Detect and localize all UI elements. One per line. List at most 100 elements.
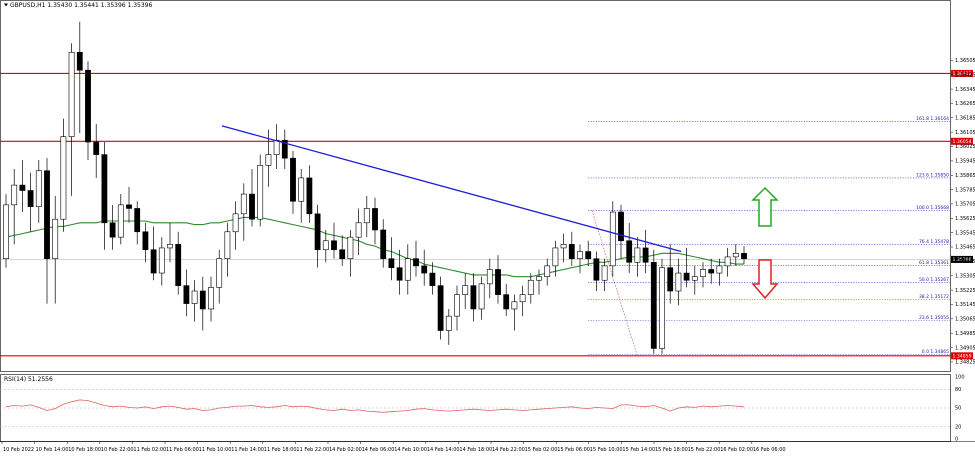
bull-candle-body [609,211,616,267]
candle [495,255,501,304]
bear-candle-body [429,272,436,286]
bull-candle-body [536,276,542,281]
candle [544,258,551,286]
time-tick-label: 15 Feb 10:00 [590,447,623,453]
bull-candle-body [552,247,559,267]
time-tick-label: 15 Feb 02:00 [525,447,558,453]
bear-candle-body [150,249,157,274]
time-tick-label: 16 Feb 02:00 [720,447,753,453]
candle [11,168,18,245]
fib-level-label: 61.8 1.35361 [919,260,949,266]
time-tick-label: 14 Feb 14:00 [427,447,460,453]
bear-candle-body [306,177,313,215]
bull-candle-body [716,265,723,274]
bear-candle-body [413,258,419,267]
bull-candle-body [240,193,247,215]
bull-candle-body [52,218,59,260]
bull-candle-body [257,165,264,220]
signal-arrows [751,186,779,300]
candle [519,285,526,317]
bull-candle-body [208,287,214,310]
bear-candle-body [249,193,255,220]
candle [372,197,378,245]
bear-candle-body [339,249,346,260]
bull-candle-body [298,177,305,202]
candle [216,249,223,304]
candle [437,276,444,340]
bull-candle-body [675,272,682,292]
bear-candle-body [593,258,600,281]
bear-candle-body [396,267,403,281]
bull-candle-body [158,247,165,274]
candle [470,273,477,322]
candle [404,244,411,295]
bear-candle-body [421,265,428,274]
bear-candle-body [76,51,83,71]
bull-candle-body [35,170,42,207]
candle [732,244,739,266]
price-tick-label: 1.36025 [955,144,975,150]
candle [208,276,214,322]
time-tick-label: 11 Feb 02:00 [133,447,166,453]
fib-level-label: 123.6 1.35850 [916,172,949,178]
bear-candle-body [683,272,690,281]
time-tick-label: 16 Feb 06:00 [753,447,786,453]
bear-candle-body [642,247,649,263]
candle [601,258,608,292]
candle [150,226,157,281]
price-tick-label: 1.36505 [955,58,975,64]
candle [511,294,518,331]
current-price-label: 1.35396 [953,257,972,263]
bear-candle-body [618,211,624,242]
bull-candle-body [527,279,534,295]
up-arrow-icon [751,186,779,227]
bear-candle-body [175,244,182,286]
fib-level-label: 76.4 1.35478 [919,239,949,245]
candle [634,237,641,277]
candle [126,186,132,223]
bear-candle-body [585,251,592,260]
trendline[interactable] [221,125,682,253]
bull-candle-body [273,139,280,155]
candle [134,201,141,245]
time-tick-label: 15 Feb 14:00 [622,447,655,453]
trendline-group [221,125,682,253]
price-tick-label: 1.35145 [955,302,975,308]
candle [167,222,173,263]
candle [618,204,624,259]
rsi-tick-label: 50 [955,406,961,412]
bull-candle-body [191,290,198,304]
candle [76,21,83,134]
time-tick-label: 10 Feb 2022 [3,447,34,453]
rsi-tick-label: 80 [955,387,961,393]
candle [117,194,124,245]
candle [298,168,305,223]
bull-candle-body [577,251,583,260]
candle [568,231,575,266]
horizontal-level-box [951,69,973,77]
bull-candle-body [224,231,231,260]
bull-candle-body [486,269,493,285]
candle [257,154,264,227]
candle [536,269,542,295]
collapse-triangle-icon[interactable] [4,3,8,7]
candle [175,231,182,295]
price-axis: 1.36505 1.36425 1.36345 1.36265 1.36185 1.361… [951,58,975,366]
fibonacci-levels: 161.8 1.36164 123.6 1.35850 100.0 1.35668 7… [588,116,950,355]
time-tick-label: 11 Feb 18:00 [264,447,297,453]
candle [675,258,682,306]
price-tick-label: 1.36185 [955,115,975,121]
bull-candle-body [519,294,526,303]
fib-level-label: 50.0 1.35267 [919,277,949,283]
price-tick-label: 1.34825 [955,360,975,366]
candle [503,283,510,317]
rsi-tick-label: 100 [955,375,965,381]
bull-candle-body [232,213,239,233]
candle [101,142,108,250]
candle [642,229,649,274]
bear-candle-body [437,285,444,331]
candle [191,280,198,322]
